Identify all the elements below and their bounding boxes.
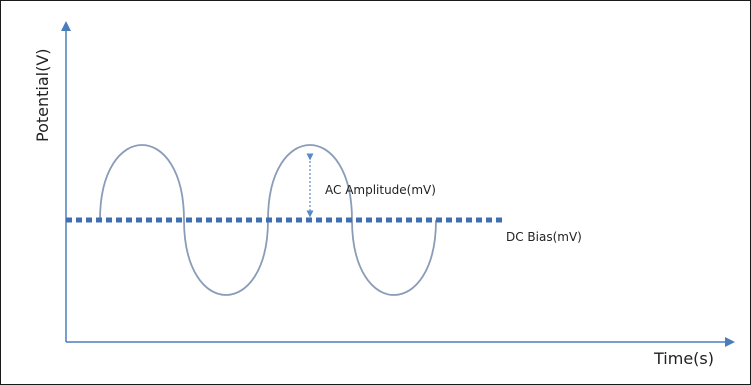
dc-bias-label: DC Bias(mV) <box>506 230 582 244</box>
y-axis-label: Potential(V) <box>33 48 52 142</box>
ac-amplitude-label: AC Amplitude(mV) <box>325 183 436 197</box>
x-axis-label: Time(s) <box>653 349 714 368</box>
